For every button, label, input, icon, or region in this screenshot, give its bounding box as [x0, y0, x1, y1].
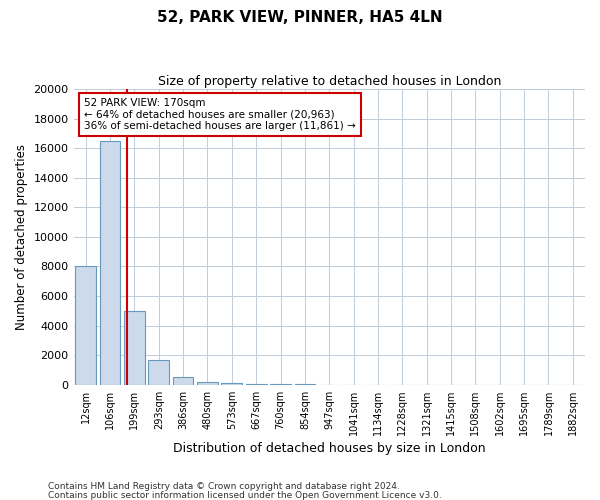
Bar [124, 311, 145, 384]
Text: Contains HM Land Registry data © Crown copyright and database right 2024.: Contains HM Land Registry data © Crown c… [48, 482, 400, 491]
Bar [100, 141, 121, 384]
Title: Size of property relative to detached houses in London: Size of property relative to detached ho… [158, 75, 501, 88]
X-axis label: Distribution of detached houses by size in London: Distribution of detached houses by size … [173, 442, 485, 455]
Bar [76, 266, 96, 384]
Bar [221, 383, 242, 384]
Bar [148, 360, 169, 384]
Bar [197, 382, 218, 384]
Text: 52 PARK VIEW: 170sqm
← 64% of detached houses are smaller (20,963)
36% of semi-d: 52 PARK VIEW: 170sqm ← 64% of detached h… [84, 98, 356, 131]
Text: Contains public sector information licensed under the Open Government Licence v3: Contains public sector information licen… [48, 491, 442, 500]
Y-axis label: Number of detached properties: Number of detached properties [15, 144, 28, 330]
Bar [173, 378, 193, 384]
Text: 52, PARK VIEW, PINNER, HA5 4LN: 52, PARK VIEW, PINNER, HA5 4LN [157, 10, 443, 25]
